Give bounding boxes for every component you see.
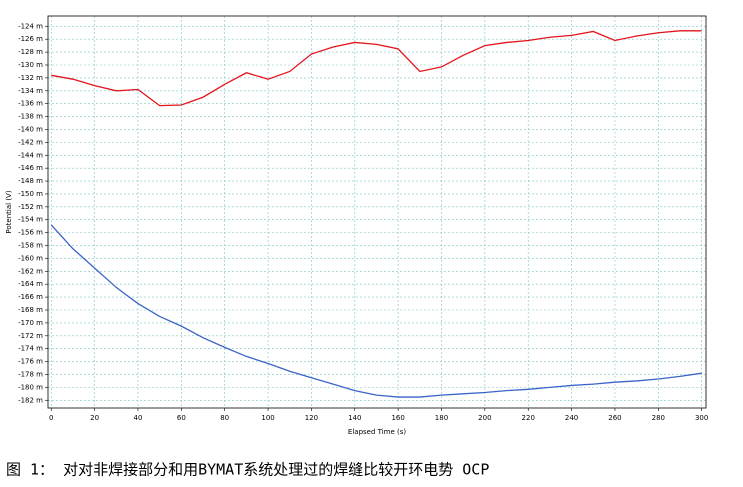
- y-tick-label: -182 m: [18, 396, 43, 404]
- y-tick-label: -166 m: [18, 293, 43, 301]
- y-tick-label: -174 m: [18, 345, 43, 353]
- x-tick-label: 260: [608, 414, 621, 422]
- x-tick-label: 140: [348, 414, 361, 422]
- y-tick-label: -172 m: [18, 332, 43, 340]
- y-tick-label: -176 m: [18, 358, 43, 366]
- x-tick-label: 20: [90, 414, 99, 422]
- plot-frame: [47, 15, 707, 409]
- x-tick-label: 240: [565, 414, 578, 422]
- x-tick-label: 0: [49, 414, 53, 422]
- x-tick-label: 280: [652, 414, 665, 422]
- caption: 图 1： 对对非焊接部分和用BYMAT系统处理过的焊缝比较开环电势 OCP: [6, 461, 489, 479]
- y-tick-label: -124 m: [18, 22, 43, 30]
- y-tick-label: -132 m: [18, 74, 43, 82]
- series-line: [51, 30, 702, 107]
- y-tick-label: -158 m: [18, 242, 43, 250]
- x-tick-label: 40: [134, 414, 143, 422]
- y-tick-label: -178 m: [18, 370, 43, 378]
- y-axis-label: Potential (V): [5, 190, 13, 233]
- y-tick-label: -168 m: [18, 306, 43, 314]
- x-tick-label: 160: [391, 414, 404, 422]
- y-tick-label: -164 m: [18, 280, 43, 288]
- x-tick-label: 200: [478, 414, 491, 422]
- y-tick-label: -136 m: [18, 100, 43, 108]
- y-tick-label: -148 m: [18, 177, 43, 185]
- y-tick-label: -130 m: [18, 61, 43, 69]
- x-tick-label: 100: [261, 414, 274, 422]
- x-tick-label: 300: [695, 414, 708, 422]
- y-tick-label: -160 m: [18, 254, 43, 262]
- x-tick-label: 220: [522, 414, 535, 422]
- x-tick-label: 120: [305, 414, 318, 422]
- y-tick-label: -170 m: [18, 319, 43, 327]
- y-tick-label: -126 m: [18, 35, 43, 43]
- y-tick-label: -162 m: [18, 267, 43, 275]
- y-tick-label: -128 m: [18, 48, 43, 56]
- y-tick-label: -154 m: [18, 216, 43, 224]
- y-tick-label: -146 m: [18, 164, 43, 172]
- x-tick-label: 180: [435, 414, 448, 422]
- x-tick-label: 60: [177, 414, 186, 422]
- y-tick-label: -142 m: [18, 138, 43, 146]
- y-tick-label: -152 m: [18, 203, 43, 211]
- y-tick-label: -150 m: [18, 190, 43, 198]
- y-tick-label: -138 m: [18, 113, 43, 121]
- y-tick-label: -134 m: [18, 87, 43, 95]
- x-axis-label: Elapsed Time (s): [348, 428, 406, 436]
- y-tick-label: -156 m: [18, 229, 43, 237]
- y-tick-label: -140 m: [18, 125, 43, 133]
- y-tick-label: -180 m: [18, 383, 43, 391]
- series-line: [50, 224, 702, 398]
- x-tick-label: 80: [220, 414, 229, 422]
- y-tick-label: -144 m: [18, 151, 43, 159]
